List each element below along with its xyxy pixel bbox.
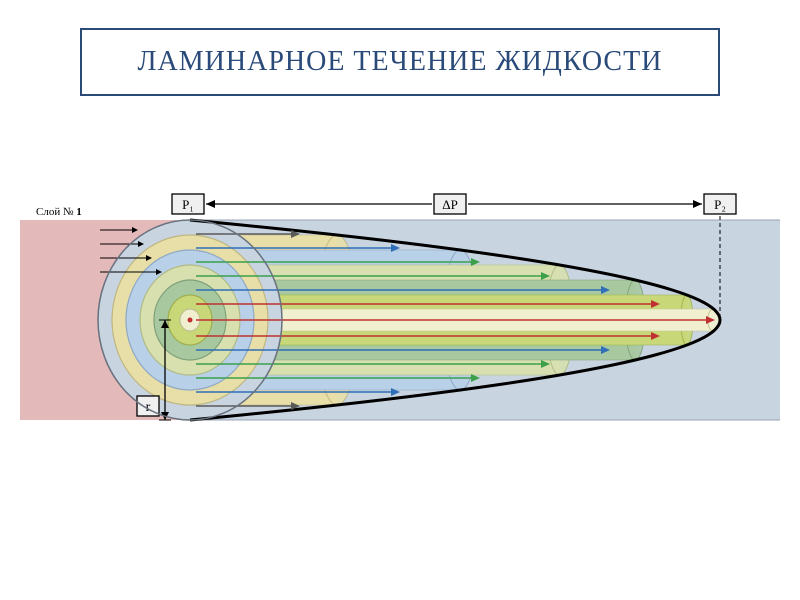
title-box: ЛАМИНАРНОЕ ТЕЧЕНИЕ ЖИДКОСТИ [80, 28, 720, 96]
svg-text:ΔP: ΔP [442, 197, 458, 212]
svg-text:P₁: P₁ [182, 197, 194, 212]
svg-text:P₂: P₂ [714, 197, 726, 212]
page-title: ЛАМИНАРНОЕ ТЕЧЕНИЕ ЖИДКОСТИ [138, 46, 663, 78]
laminar-flow-diagram: rP₁ΔPP₂ [20, 160, 780, 480]
